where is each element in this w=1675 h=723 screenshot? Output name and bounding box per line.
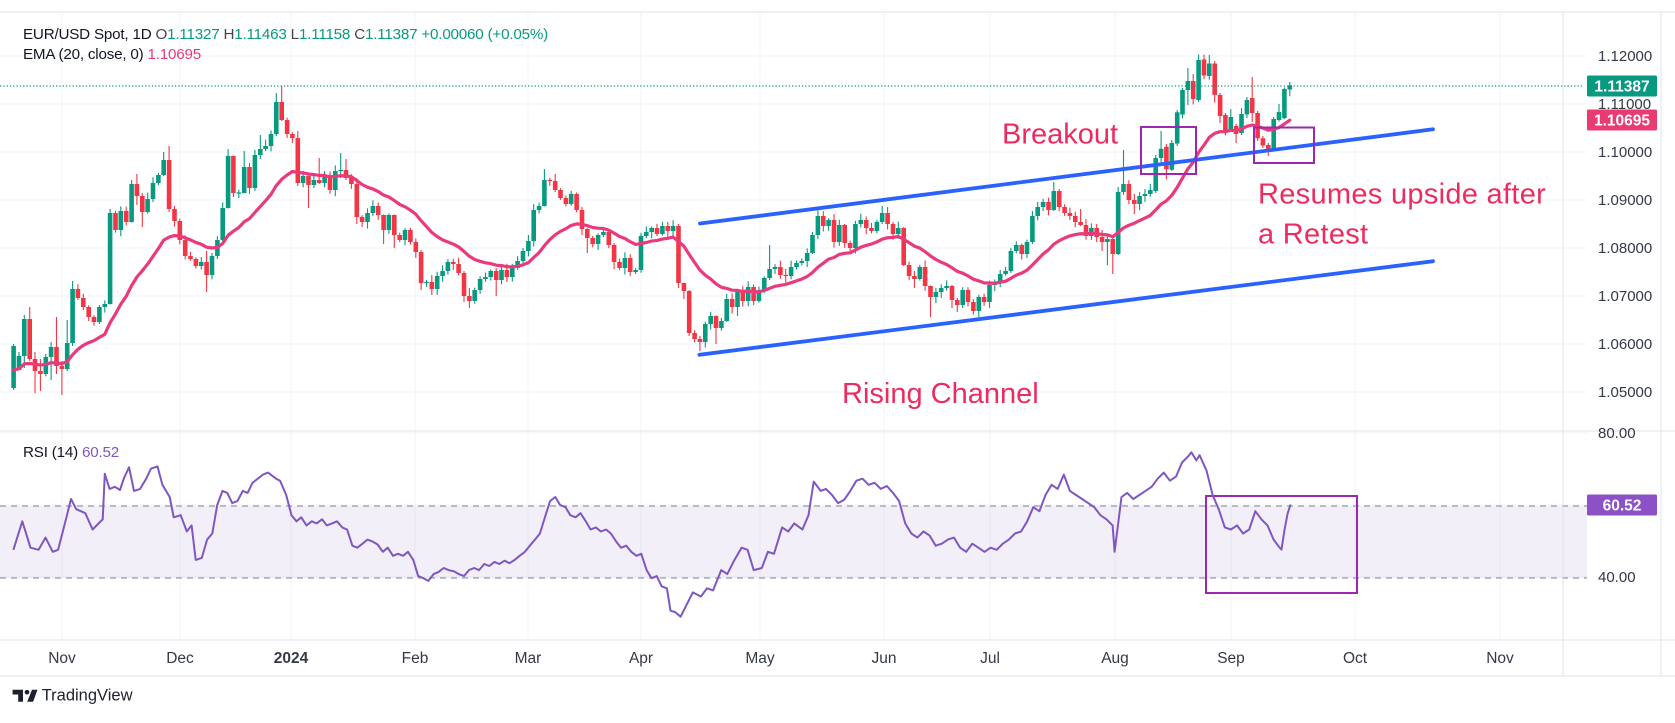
svg-text:Feb: Feb [402, 650, 429, 667]
svg-text:TradingView: TradingView [42, 687, 133, 705]
svg-text:Nov: Nov [48, 650, 76, 667]
svg-text:1.07000: 1.07000 [1598, 288, 1652, 305]
svg-text:Jun: Jun [872, 650, 897, 667]
svg-text:EMA (20, close, 0) 1.10695: EMA (20, close, 0) 1.10695 [23, 46, 201, 63]
svg-text:60.52: 60.52 [1603, 498, 1642, 515]
svg-text:1.12000: 1.12000 [1598, 48, 1652, 65]
svg-text:80.00: 80.00 [1598, 425, 1636, 442]
svg-text:a Retest: a Retest [1258, 219, 1368, 251]
svg-text:40.00: 40.00 [1598, 569, 1636, 586]
svg-text:Aug: Aug [1101, 650, 1129, 667]
svg-text:1.08000: 1.08000 [1598, 240, 1652, 257]
svg-text:1.09000: 1.09000 [1598, 192, 1652, 209]
svg-text:1.11387: 1.11387 [1594, 79, 1649, 96]
svg-text:1.05000: 1.05000 [1598, 384, 1652, 401]
svg-text:May: May [745, 650, 775, 667]
svg-text:1.06000: 1.06000 [1598, 336, 1652, 353]
svg-text:Jul: Jul [980, 650, 1000, 667]
svg-text:Apr: Apr [629, 650, 653, 667]
svg-text:Dec: Dec [166, 650, 194, 667]
svg-text:1.10695: 1.10695 [1594, 113, 1650, 130]
svg-text:Oct: Oct [1343, 650, 1368, 667]
svg-text:EUR/USD Spot, 1D O1.11327 H1: EUR/USD Spot, 1D O1.11327 H1.11463 L1.11… [23, 26, 548, 43]
svg-text:RSI (14) 60.52: RSI (14) 60.52 [23, 444, 119, 461]
svg-text:Rising Channel: Rising Channel [842, 378, 1039, 410]
svg-text:1.11000: 1.11000 [1598, 96, 1651, 113]
svg-text:Breakout: Breakout [1002, 119, 1118, 151]
svg-text:2024: 2024 [274, 650, 309, 667]
svg-text:1.10000: 1.10000 [1598, 144, 1652, 161]
svg-text:Nov: Nov [1486, 650, 1514, 667]
svg-text:Mar: Mar [515, 650, 542, 667]
svg-text:Resumes upside after: Resumes upside after [1258, 179, 1546, 211]
svg-text:Sep: Sep [1217, 650, 1245, 667]
